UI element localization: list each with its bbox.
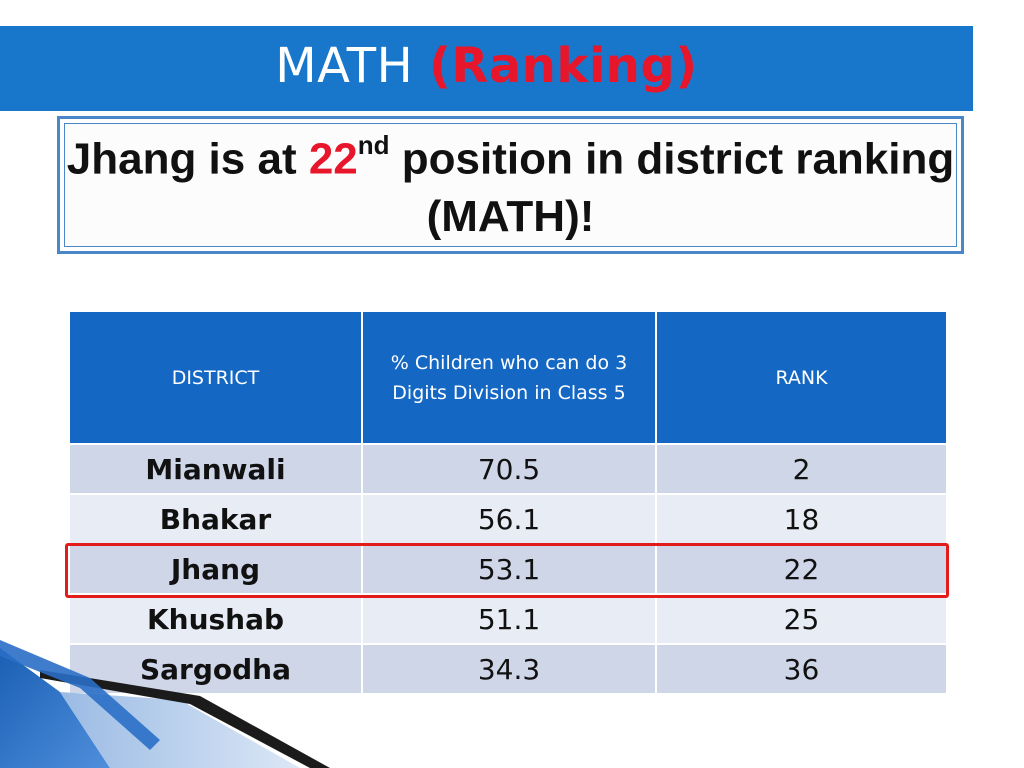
district-cell: Bhakar bbox=[68, 493, 363, 545]
rank-cell: 18 bbox=[655, 493, 948, 545]
highlight-box bbox=[65, 543, 949, 598]
table-row: Mianwali 70.5 2 bbox=[68, 443, 948, 495]
header-rank: RANK bbox=[655, 310, 948, 445]
subtitle-rank: 22 bbox=[308, 134, 358, 184]
subtitle: Jhang is at 22nd position in district ra… bbox=[65, 120, 956, 247]
subtitle-pre: Jhang is at bbox=[66, 134, 309, 184]
district-cell: Jhang bbox=[68, 543, 363, 595]
header-district: DISTRICT bbox=[68, 310, 363, 445]
subtitle-post: position in district ranking (MATH)! bbox=[389, 134, 955, 242]
title-main: MATH bbox=[275, 37, 414, 94]
header-percent: % Children who can do 3 Digits Division … bbox=[361, 310, 657, 445]
table-row: Khushab 51.1 25 bbox=[68, 593, 948, 645]
subtitle-inner: Jhang is at 22nd position in district ra… bbox=[64, 123, 957, 247]
decorative-swoosh bbox=[0, 640, 330, 768]
title-bar: MATH (Ranking) bbox=[0, 26, 973, 111]
slide-title: MATH (Ranking) bbox=[275, 38, 698, 94]
percent-cell: 34.3 bbox=[361, 643, 657, 695]
subtitle-box: Jhang is at 22nd position in district ra… bbox=[57, 116, 964, 254]
rank-cell: 2 bbox=[655, 443, 948, 495]
rank-cell: 36 bbox=[655, 643, 948, 695]
district-cell: Mianwali bbox=[68, 443, 363, 495]
table-header-row: DISTRICT % Children who can do 3 Digits … bbox=[68, 310, 948, 445]
rank-cell: 25 bbox=[655, 593, 948, 645]
title-accent: (Ranking) bbox=[428, 37, 698, 94]
subtitle-suffix: nd bbox=[357, 129, 390, 160]
district-cell: Sargodha bbox=[68, 643, 363, 695]
table-row-highlighted: Jhang 53.1 22 bbox=[68, 543, 948, 595]
ranking-table: DISTRICT % Children who can do 3 Digits … bbox=[68, 310, 948, 695]
table-row: Sargodha 34.3 36 bbox=[68, 643, 948, 695]
percent-cell: 70.5 bbox=[361, 443, 657, 495]
rank-cell: 22 bbox=[655, 543, 948, 595]
percent-cell: 56.1 bbox=[361, 493, 657, 545]
table-row: Bhakar 56.1 18 bbox=[68, 493, 948, 545]
